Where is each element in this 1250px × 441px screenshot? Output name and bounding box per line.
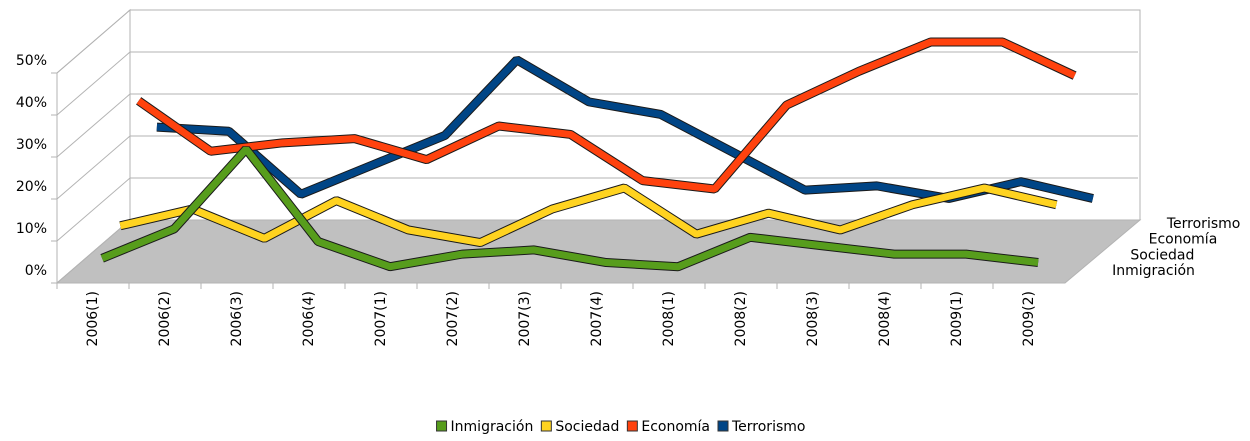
y-tick-label: 50% (16, 53, 47, 69)
x-tick-label: 2009(2) (1021, 291, 1037, 346)
grid-line (56, 177, 1138, 242)
legend-swatch (717, 420, 729, 432)
legend-swatch (436, 420, 448, 432)
x-tick-label: 2008(1) (661, 291, 677, 346)
x-tick-label: 2007(4) (589, 291, 605, 346)
legend-swatch (540, 420, 552, 432)
depth-label: Terrorismo (1166, 216, 1240, 232)
y-tick-label: 0% (25, 263, 47, 279)
series-line (100, 146, 1039, 271)
x-tick-label: 2008(4) (877, 291, 893, 346)
grid-line (56, 9, 1138, 74)
series-line (119, 184, 1058, 247)
legend: Inmigración Sociedad Economía Terrorismo (436, 419, 805, 435)
x-tick-label: 2006(2) (157, 291, 173, 346)
y-tick-label: 40% (16, 95, 47, 111)
x-tick-label: 2006(1) (85, 291, 101, 346)
x-tick-label: 2008(2) (733, 291, 749, 346)
depth-label: Sociedad (1130, 247, 1194, 263)
x-tick-label: 2007(3) (517, 291, 533, 346)
depth-label: Economía (1149, 232, 1218, 248)
x-tick-label: 2006(4) (301, 291, 317, 346)
x-tick-label: 2006(3) (229, 291, 245, 346)
y-tick-label: 30% (16, 137, 47, 153)
y-tick-label: 10% (16, 221, 47, 237)
y-tick-label: 20% (16, 179, 47, 195)
grid-line (56, 135, 1138, 200)
x-tick-label: 2007(2) (445, 291, 461, 346)
x-tick-label: 2008(3) (805, 291, 821, 346)
x-tick-label: 2007(1) (373, 291, 389, 346)
legend-label: Economía (641, 419, 710, 435)
legend-label: Terrorismo (731, 419, 805, 435)
x-tick-label: 2009(1) (949, 291, 965, 346)
depth-label: Inmigración (1112, 263, 1195, 279)
grid-line (56, 51, 1138, 116)
legend-label: Sociedad (555, 419, 619, 435)
legend-swatch (626, 420, 638, 432)
legend-label: Inmigración (451, 419, 534, 435)
series-line (136, 38, 1077, 193)
